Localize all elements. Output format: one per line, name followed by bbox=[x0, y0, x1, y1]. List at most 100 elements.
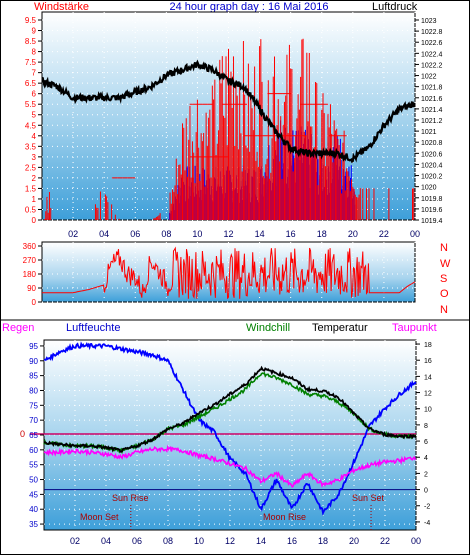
taupunkt-label: Taupunkt bbox=[392, 322, 437, 334]
y-tick-label-right: 1020.6 bbox=[421, 151, 443, 158]
x-tick-label: 20 bbox=[348, 229, 358, 239]
y-tick-label-right: 1021.4 bbox=[421, 107, 443, 114]
y-tick-label-left: 3.5 bbox=[25, 142, 37, 151]
humidity-line bbox=[43, 341, 417, 516]
x-tick-label: 10 bbox=[192, 229, 202, 239]
x-tick-label: 10 bbox=[194, 536, 204, 546]
regen-label: Regen bbox=[2, 322, 34, 334]
x-tick-label: 22 bbox=[380, 536, 390, 546]
y-tick-label-left: 0.5 bbox=[25, 205, 37, 214]
x-tick-label: 06 bbox=[130, 229, 140, 239]
y-tick-label-right: 1020 bbox=[421, 185, 437, 192]
y-tick-label-right: 1019.4 bbox=[421, 218, 443, 225]
wind-direction-letters: N W S O N bbox=[440, 242, 451, 316]
y-tick-label-right: 1020.2 bbox=[421, 174, 443, 181]
y-tick-label-right: 1021 bbox=[421, 129, 437, 136]
x-tick-label: 02 bbox=[68, 229, 78, 239]
y-tick-label-left: 270 bbox=[23, 256, 37, 265]
y-tick-label-left: 9 bbox=[32, 27, 37, 36]
y-tick-label-left: 2 bbox=[32, 174, 37, 183]
y-tick-label-right: 16 bbox=[424, 358, 432, 365]
x-tick-label: 18 bbox=[318, 536, 328, 546]
y-tick-label-right: 1022.2 bbox=[421, 62, 443, 69]
windchill-label: Windchill bbox=[246, 322, 290, 334]
header-right-label: Luftdruck bbox=[372, 1, 418, 13]
y-tick-label-left: 75 bbox=[29, 401, 38, 410]
x-tick-label: 02 bbox=[70, 536, 80, 546]
y-tick-label-left: 9.5 bbox=[25, 16, 37, 25]
dewpoint-line bbox=[43, 444, 417, 489]
y-tick-label-left: 7 bbox=[32, 69, 37, 78]
y-tick-label-left: 3 bbox=[32, 153, 37, 162]
y-tick-label-left: 4.5 bbox=[25, 121, 37, 130]
y-tick-label-right: 6 bbox=[424, 439, 428, 446]
y-tick-label-left: 1.5 bbox=[25, 184, 37, 193]
y-tick-label-left: 1 bbox=[32, 195, 37, 204]
x-tick-label: 16 bbox=[287, 536, 297, 546]
sun-rise-label: Sun Rise bbox=[112, 493, 149, 503]
y-tick-label-right: 2 bbox=[424, 471, 428, 478]
y-tick-label-left: 6.5 bbox=[25, 79, 37, 88]
x-tick-label: 08 bbox=[161, 229, 171, 239]
rain-zero-label: 0 bbox=[20, 429, 25, 439]
temperature-line bbox=[43, 365, 417, 453]
y-tick-label-right: 12 bbox=[424, 391, 432, 398]
x-tick-label: 06 bbox=[132, 536, 142, 546]
y-tick-label-left: 5 bbox=[32, 111, 37, 120]
y-tick-label-right: 14 bbox=[424, 374, 432, 381]
y-tick-label-right: 10 bbox=[424, 407, 432, 414]
luftfeuchte-label: Luftfeuchte bbox=[66, 322, 120, 334]
y-tick-label-left: 50 bbox=[29, 476, 38, 485]
moon-set-label: Moon Set bbox=[80, 512, 119, 522]
y-tick-label-right: 1020.4 bbox=[421, 162, 443, 169]
y-tick-label-right: 4 bbox=[424, 455, 428, 462]
y-tick-label-left: 8.5 bbox=[25, 37, 37, 46]
y-tick-label-right: -4 bbox=[424, 520, 430, 527]
temperatur-label: Temperatur bbox=[312, 322, 368, 334]
y-tick-label-left: 6 bbox=[32, 90, 37, 99]
y-tick-label-left: 35 bbox=[29, 520, 38, 529]
x-tick-label: 14 bbox=[256, 536, 266, 546]
y-tick-label-left: 2.5 bbox=[25, 163, 37, 172]
y-tick-label-right: 1021.8 bbox=[421, 85, 443, 92]
windchill-line bbox=[43, 371, 417, 455]
y-tick-label-left: 90 bbox=[29, 357, 38, 366]
y-tick-label-right: 1019.6 bbox=[421, 207, 443, 214]
y-tick-label-left: 7.5 bbox=[25, 58, 37, 67]
y-tick-label-left: 70 bbox=[29, 416, 38, 425]
y-tick-label-left: 4 bbox=[32, 132, 37, 141]
x-tick-label: 16 bbox=[286, 229, 296, 239]
y-tick-label-right: 1021.6 bbox=[421, 96, 443, 103]
x-tick-label: 14 bbox=[255, 229, 265, 239]
wind-dir-letter: N bbox=[440, 242, 448, 254]
y-tick-label-left: 5.5 bbox=[25, 100, 37, 109]
wind-dir-letter: W bbox=[440, 258, 451, 270]
x-tick-label: 18 bbox=[317, 229, 327, 239]
y-tick-label-right: 1022.4 bbox=[421, 51, 443, 58]
sun-set-label: Sun Set bbox=[352, 493, 385, 503]
x-tick-label: 00 bbox=[411, 536, 421, 546]
y-tick-label-left: 65 bbox=[29, 431, 38, 440]
x-tick-label: 04 bbox=[99, 229, 109, 239]
x-tick-label: 08 bbox=[163, 536, 173, 546]
y-tick-label-right: 8 bbox=[424, 423, 428, 430]
x-tick-label: 12 bbox=[225, 536, 235, 546]
y-tick-label-left: 60 bbox=[29, 446, 38, 455]
y-tick-label-right: 0 bbox=[424, 488, 428, 495]
x-tick-label: 00 bbox=[410, 229, 420, 239]
wind-direction-line bbox=[42, 246, 416, 300]
x-tick-label: 22 bbox=[379, 229, 389, 239]
y-tick-label-right: 1021.2 bbox=[421, 118, 443, 125]
y-tick-label-right: 1023 bbox=[421, 18, 437, 25]
y-tick-label-right: 1020.8 bbox=[421, 140, 443, 147]
wind-dir-letter: S bbox=[440, 273, 447, 285]
y-tick-label-left: 40 bbox=[29, 505, 38, 514]
y-tick-label-right: 1022.6 bbox=[421, 40, 443, 47]
y-tick-label-left: 360 bbox=[23, 242, 37, 251]
y-tick-label-right: 1022.8 bbox=[421, 29, 443, 36]
y-tick-label-left: 45 bbox=[29, 490, 38, 499]
y-tick-label-left: 90 bbox=[27, 284, 36, 293]
wind-dir-letter: N bbox=[440, 304, 448, 316]
x-tick-label: 20 bbox=[349, 536, 359, 546]
